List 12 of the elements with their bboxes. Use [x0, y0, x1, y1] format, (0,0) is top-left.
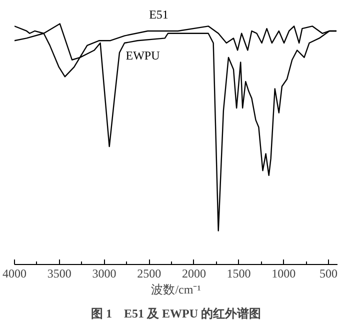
x-tick-label: 500	[320, 266, 338, 280]
series-label: EWPU	[126, 48, 160, 62]
x-tick-label: 1000	[272, 266, 296, 280]
x-tick-label: 4000	[2, 266, 26, 280]
text: 图 1 E51 及 EWPU 的红外谱图	[91, 306, 262, 320]
x-tick-label: 1500	[226, 266, 251, 280]
x-tick-label: 2000	[182, 266, 206, 280]
x-tick-label: 3000	[92, 266, 116, 280]
x-tick-label: 2500	[137, 266, 162, 280]
x-axis-title: 波数/cm⁻¹	[151, 282, 202, 296]
series-label: E51	[149, 7, 168, 22]
x-tick-label: 3500	[47, 266, 72, 280]
